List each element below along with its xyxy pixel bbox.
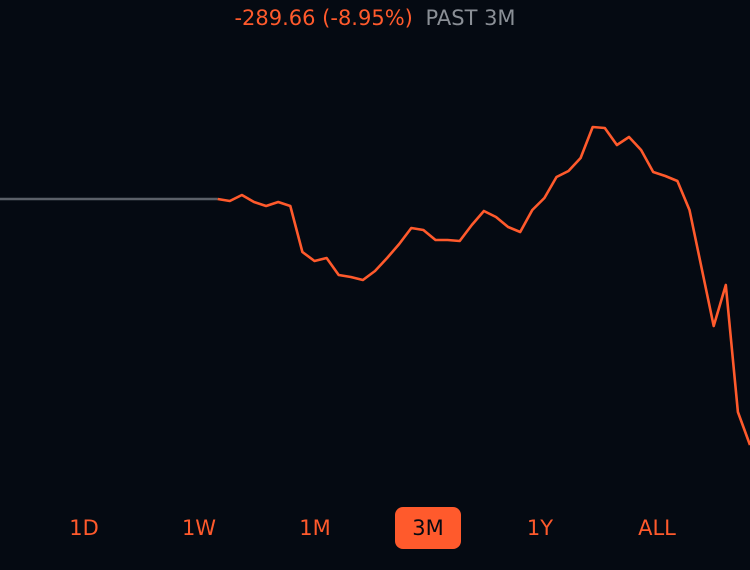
range-button[interactable]: 1Y <box>527 516 553 540</box>
range-button[interactable]: 1W <box>182 516 216 540</box>
range-button-active-bg[interactable] <box>395 507 461 549</box>
range-button[interactable]: ALL <box>638 516 676 540</box>
change: -289.66 (-8.95%) <box>234 6 412 30</box>
range-button[interactable]: 1M <box>299 516 330 540</box>
range-buttons: 1D 1W 1M 3M 1Y ALL <box>69 507 676 549</box>
plot <box>0 125 750 446</box>
price-line <box>217 125 750 446</box>
range-button[interactable]: 1D <box>69 516 99 540</box>
header: -289.66 (-8.95%) PAST 3M <box>234 6 515 30</box>
range-button[interactable]: 3M <box>412 516 443 540</box>
period: PAST 3M <box>426 6 516 30</box>
